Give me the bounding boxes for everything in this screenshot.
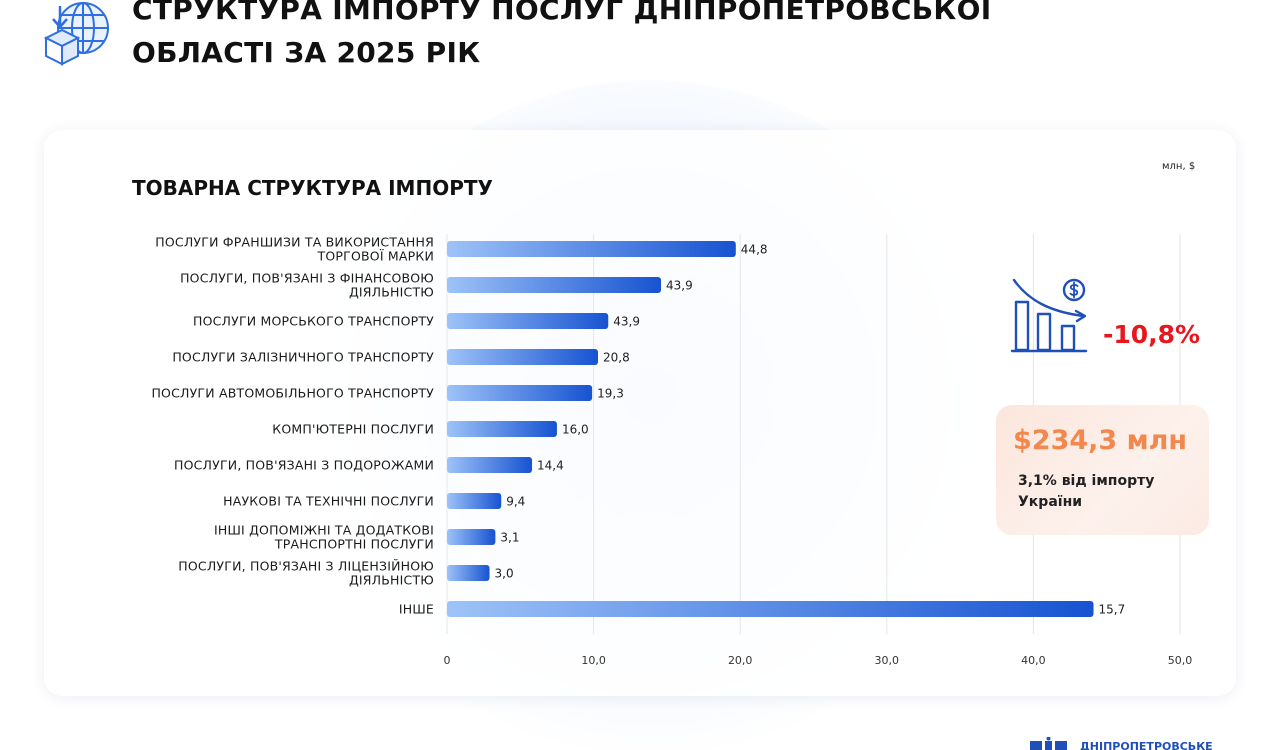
chart-x-ticks: 0 10,0 20,0 30,0 40,0 50,0 [444,654,1193,667]
category-label: ПОСЛУГИ, ПОВ'ЯЗАНІ З ФІНАНСОВОЮ [180,271,434,286]
bar [447,241,736,257]
unit-label: млн, $ [1162,161,1196,172]
globe-import-box-icon [38,0,110,66]
bar [447,457,533,473]
page-title-line-1: СТРУКТУРА ІМПОРТУ ПОСЛУГ ДНІПРОПЕТРОВСЬК… [132,0,992,26]
bar [447,601,1094,617]
declining-bar-chart-dollar-icon [1006,276,1096,356]
data-label: 15,7 [1099,603,1126,617]
category-label: КОМП'ЮТЕРНІ ПОСЛУГИ [272,422,434,437]
bar [447,349,598,365]
data-label: 3,0 [495,567,514,581]
category-label: ДІЯЛЬНІСТЮ [349,573,434,588]
x-tick-label: 0 [444,654,451,667]
total-share: 3,1% від імпорту України [1018,471,1198,513]
total-value: $234,3 млн [1013,425,1188,456]
page-title-line-2: ОБЛАСТІ ЗА 2025 РІК [132,36,481,69]
category-label: ТОРГОВОЇ МАРКИ [317,249,434,264]
bar [447,313,609,329]
category-label: ПОСЛУГИ ФРАНШИЗИ ТА ВИКОРИСТАННЯ [155,235,434,250]
chart-category-labels: ПОСЛУГИ ФРАНШИЗИ ТА ВИКОРИСТАННЯТОРГОВОЇ… [151,235,434,617]
category-label: ІНШЕ [399,602,434,617]
category-label: ІНШІ ДОПОМІЖНІ ТА ДОДАТКОВІ [214,523,434,538]
chart-data-labels: 44,8 43,9 43,9 20,8 19,3 16,0 14,4 9,4 3,1 3,0 15,… [495,243,1126,617]
bar [447,565,490,581]
data-label: 14,4 [537,459,564,473]
category-label: ПОСЛУГИ АВТОМОБІЛЬНОГО ТРАНСПОРТУ [151,386,434,401]
data-label: 20,8 [603,351,630,365]
data-label: 44,8 [741,243,768,257]
category-label: ТРАНСПОРТНІ ПОСЛУГИ [274,537,434,552]
category-label: НАУКОВІ ТА ТЕХНІЧНІ ПОСЛУГИ [223,494,434,509]
data-label: 3,1 [500,531,519,545]
bar [447,493,502,509]
chart-bars [447,241,1094,617]
bar [447,277,662,293]
x-tick-label: 20,0 [728,654,753,667]
total-share-line-1: 3,1% від імпорту [1018,473,1155,489]
bar [447,421,557,437]
change-value: -10,8% [1103,320,1201,349]
dnipropetrovsk-logo: ДНІПРОПЕТРОВСЬКЕ [1030,736,1270,750]
x-tick-label: 50,0 [1168,654,1193,667]
category-label: ПОСЛУГИ МОРСЬКОГО ТРАНСПОРТУ [193,314,434,329]
section-title: ТОВАРНА СТРУКТУРА ІМПОРТУ [132,176,493,200]
x-tick-label: 40,0 [1021,654,1046,667]
data-label: 43,9 [613,315,640,329]
category-label: ПОСЛУГИ, ПОВ'ЯЗАНІ З ЛІЦЕНЗІЙНОЮ [178,559,434,574]
data-label: 43,9 [666,279,693,293]
category-label: ДІЯЛЬНІСТЮ [349,285,434,300]
data-label: 9,4 [506,495,525,509]
x-tick-label: 30,0 [875,654,900,667]
page-title: СТРУКТУРА ІМПОРТУ ПОСЛУГ ДНІПРОПЕТРОВСЬК… [132,0,1132,74]
data-label: 16,0 [562,423,589,437]
data-label: 19,3 [597,387,624,401]
logo-mark-icon [1030,736,1067,750]
category-label: ПОСЛУГИ ЗАЛІЗНИЧНОГО ТРАНСПОРТУ [172,350,434,365]
x-tick-label: 10,0 [581,654,606,667]
category-label: ПОСЛУГИ, ПОВ'ЯЗАНІ З ПОДОРОЖАМИ [174,458,434,473]
total-card [996,405,1209,535]
logo-text: ДНІПРОПЕТРОВСЬКЕ [1080,740,1213,750]
bar [447,529,496,545]
bar [447,385,593,401]
total-share-line-2: України [1018,494,1083,510]
